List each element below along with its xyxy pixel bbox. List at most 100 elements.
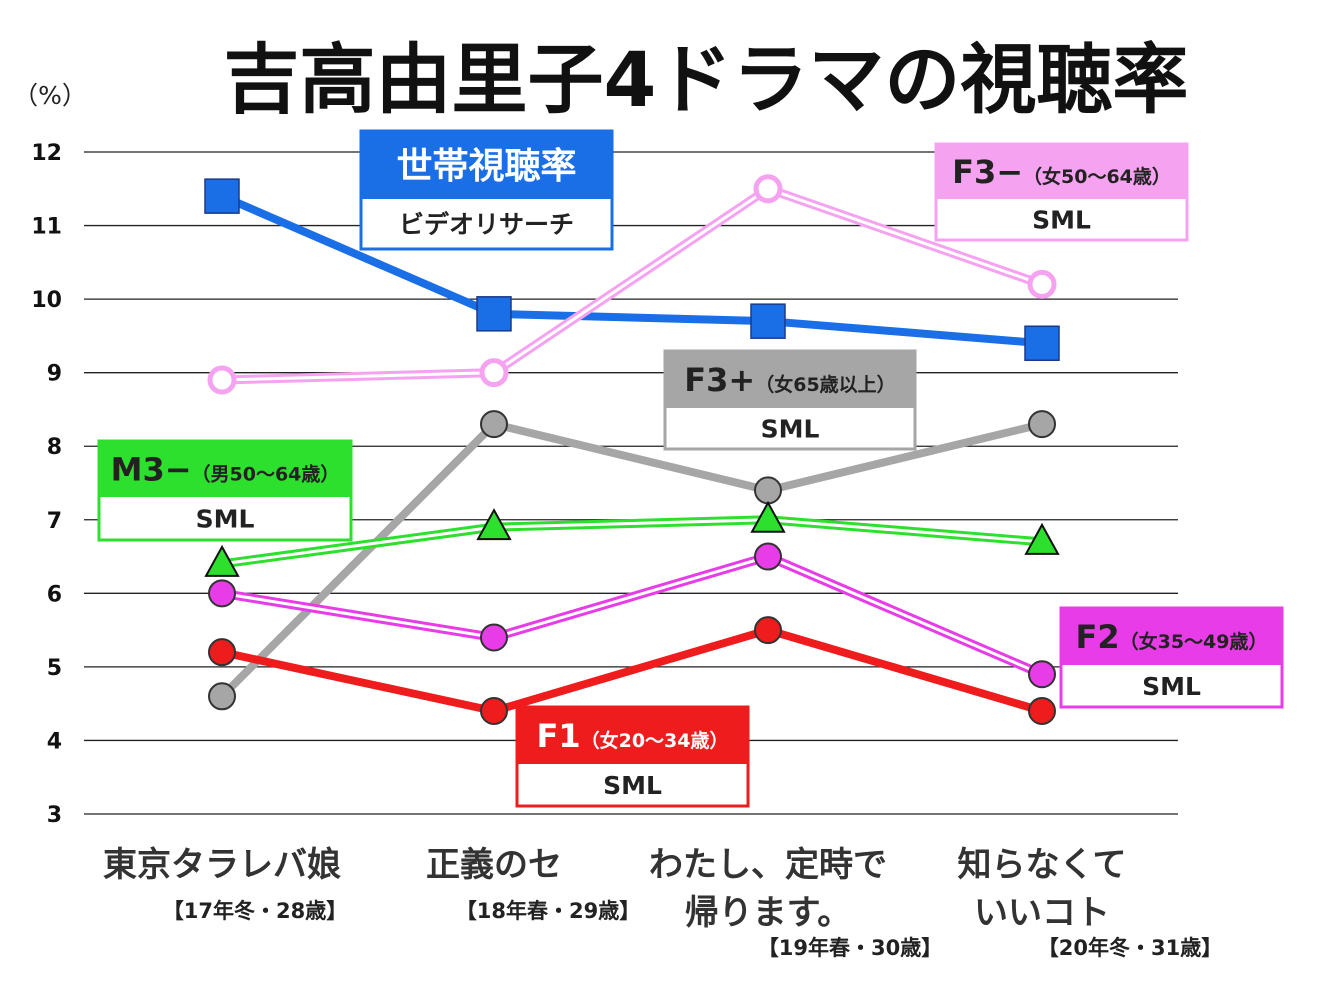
- y-axis: 3 4 5 6 7 8 9 10 11 12: [31, 141, 62, 828]
- data-point-circle-open: [207, 365, 237, 395]
- legend-name-main: F3−: [952, 153, 1023, 191]
- y-tick-label: 9: [47, 362, 62, 387]
- series-line-outer: [221, 184, 1044, 385]
- legend-series-name: 世帯視聴率: [396, 146, 576, 187]
- series-line-path: [220, 192, 1043, 348]
- legend-box: F3−（女50〜64歳） SML: [934, 142, 1189, 242]
- legend-box: F3+（女65歳以上） SML: [663, 349, 917, 451]
- data-point-circle: [480, 623, 508, 652]
- y-tick-label: 6: [47, 582, 62, 607]
- legend-source: SML: [196, 505, 255, 534]
- x-axis-categories: 東京タラレバ娘【17年冬・28歳】 正義のセ【18年春・29歳】わたし、定時で帰り…: [103, 845, 1222, 960]
- series-markers: [204, 174, 1060, 726]
- data-point-circle: [754, 616, 782, 645]
- data-point-circle: [480, 697, 508, 726]
- series-line: [221, 184, 1044, 385]
- data-point-circle: [480, 410, 508, 439]
- x-category-label: 東京タラレバ娘: [103, 845, 341, 885]
- legend-name-main: F3+: [684, 361, 755, 399]
- series-line-path: [219, 420, 1043, 700]
- legend-box: M3−（男50〜64歳） SML: [97, 439, 353, 542]
- legend-series-name: F2（女35〜49歳）: [1075, 618, 1267, 656]
- data-point-triangle: [750, 500, 786, 533]
- series-line: [220, 192, 1043, 348]
- y-tick-label: 5: [47, 656, 62, 681]
- data-point-circle-open: [479, 358, 509, 388]
- x-category-label: 正義のセ: [426, 845, 562, 885]
- series-line: [219, 420, 1043, 700]
- series-line: [221, 515, 1043, 569]
- data-point-circle: [208, 579, 236, 608]
- legend-series-name: M3−（男50〜64歳）: [111, 451, 340, 489]
- x-category-note: 【17年冬・28歳】: [163, 899, 347, 923]
- legend-name-main: F1: [536, 717, 580, 755]
- y-tick-label: 8: [47, 435, 62, 460]
- data-point-triangle: [476, 508, 512, 541]
- series-lines: [219, 184, 1044, 716]
- data-point-circle: [1028, 410, 1056, 439]
- series-line-path: [221, 626, 1044, 716]
- x-category-label: 知らなくて: [958, 845, 1127, 885]
- legend-name-sub: （女65歳以上）: [755, 373, 895, 396]
- legend-box: F1（女20〜34歳） SML: [515, 705, 750, 808]
- data-point-square: [476, 296, 512, 332]
- legend-box-header: [361, 131, 612, 199]
- data-point-triangle: [1024, 522, 1060, 555]
- y-tick-label: 7: [47, 509, 62, 534]
- legend-source: SML: [761, 415, 820, 444]
- y-axis-unit-label: （%）: [13, 81, 87, 110]
- x-category-note: 【19年春・30歳】: [758, 936, 942, 960]
- legend-name-main: M3−: [111, 451, 192, 489]
- legend-box: F2（女35〜49歳） SML: [1059, 606, 1284, 709]
- legend-source: SML: [603, 771, 662, 800]
- legend-box-header: [665, 351, 915, 408]
- x-category-note: 【20年冬・31歳】: [1038, 936, 1222, 960]
- series-line: [221, 552, 1044, 679]
- data-point-circle: [754, 476, 782, 505]
- data-point-square: [1024, 325, 1060, 361]
- legend-name-main: F2: [1075, 618, 1119, 656]
- data-point-circle-open: [753, 174, 783, 204]
- legend-box-header: [99, 441, 351, 497]
- y-tick-label: 12: [31, 141, 62, 166]
- legend-name-sub: （女20〜34歳）: [581, 729, 729, 752]
- data-point-circle: [754, 542, 782, 571]
- data-point-square: [204, 178, 240, 214]
- series-line: [221, 626, 1044, 716]
- data-point-square: [750, 303, 786, 339]
- data-point-circle-open: [1027, 269, 1057, 299]
- y-tick-label: 3: [47, 803, 62, 828]
- legend-source: ビデオリサーチ: [399, 210, 574, 239]
- x-category-label: いいコト: [974, 893, 1110, 933]
- data-point-circle: [208, 682, 236, 711]
- legend-series-name: F1（女20〜34歳）: [536, 717, 728, 755]
- x-category-note: 【18年春・29歳】: [456, 899, 640, 923]
- legend-box-header: [517, 707, 748, 764]
- legend-name-sub: （女35〜49歳）: [1120, 630, 1268, 653]
- x-category-label: わたし、定時で: [649, 845, 887, 885]
- legend-name-sub: （男50〜64歳）: [192, 463, 340, 486]
- data-point-circle: [1028, 660, 1056, 689]
- legend-box-header: [1061, 608, 1282, 665]
- data-point-circle: [208, 638, 236, 667]
- legend-boxes: 世帯視聴率ビデオリサーチF3−（女50〜64歳）SMLF3+（女65歳以上）SM…: [97, 129, 1284, 808]
- legend-series-name: F3−（女50〜64歳）: [952, 153, 1171, 191]
- legend-name-sub: （女50〜64歳）: [1023, 165, 1171, 188]
- y-tick-label: 10: [31, 288, 62, 313]
- legend-source: SML: [1032, 206, 1091, 235]
- y-tick-label: 11: [31, 215, 62, 240]
- legend-box-header: [936, 144, 1187, 199]
- series-line-inner: [221, 187, 1043, 382]
- chart-title: 吉高由里子4ドラマの視聴率: [224, 35, 1189, 124]
- x-category-label: 帰ります。: [685, 893, 852, 933]
- legend-series-name: F3+（女65歳以上）: [684, 361, 895, 399]
- data-point-circle: [1028, 697, 1056, 726]
- series-line-inner: [221, 518, 1043, 566]
- y-tick-label: 4: [47, 729, 62, 754]
- legend-source: SML: [1142, 672, 1201, 701]
- data-point-triangle: [204, 544, 240, 577]
- series-line-inner: [221, 555, 1043, 676]
